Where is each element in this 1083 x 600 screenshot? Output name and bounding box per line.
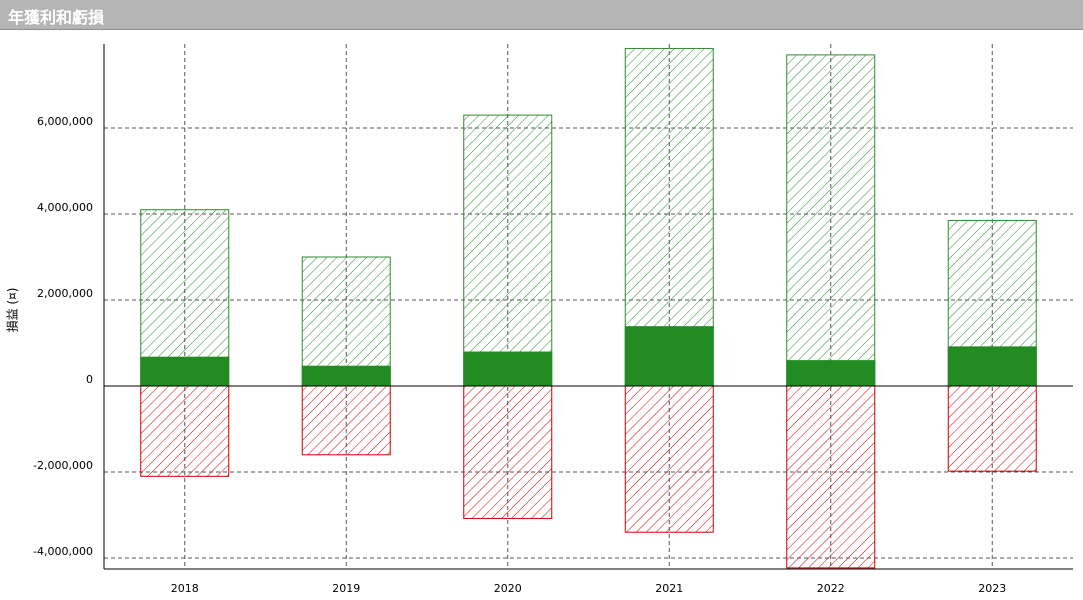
grid-layer [104,44,1073,569]
bar-loss-hatched [463,385,553,519]
bar-profit-hatched [786,54,876,387]
y-tick-label: 4,000,000 [37,201,93,214]
x-tick-label: 2018 [171,582,199,595]
x-tick-label: 2021 [655,582,683,595]
bar-profit-solid [947,346,1037,387]
title-bar: 年獲利和虧損 [0,0,1083,30]
x-tick-label: 2020 [494,582,522,595]
axis-layer [103,44,1073,570]
label-layer: -4,000,000 -2,000,000 0 2,000,000 4,000,000 6… [33,115,1006,595]
window-title: 年獲利和虧損 [8,8,105,27]
y-tick-label: 0 [86,373,93,386]
x-tick-label: 2023 [978,582,1006,595]
bar-loss-hatched [624,385,714,533]
bar-profit-solid [786,360,876,387]
y-tick-label: -2,000,000 [33,459,93,472]
bar-profit-solid [301,365,391,387]
bar-loss-hatched [786,385,876,569]
bar-loss-hatched [301,385,391,456]
y-tick-label: -4,000,000 [33,545,93,558]
bar-loss-hatched [140,385,230,477]
bar-profit-solid [624,326,714,387]
y-tick-label: 2,000,000 [37,287,93,300]
bar-layer [140,47,1037,569]
x-tick-label: 2019 [332,582,360,595]
bar-profit-hatched [140,209,230,387]
bar-loss-hatched [947,385,1037,472]
bar-profit-solid [463,351,553,387]
bar-profit-solid [140,356,230,387]
x-tick-label: 2022 [817,582,845,595]
y-tick-label: 6,000,000 [37,115,93,128]
bar-profit-hatched [463,114,553,387]
